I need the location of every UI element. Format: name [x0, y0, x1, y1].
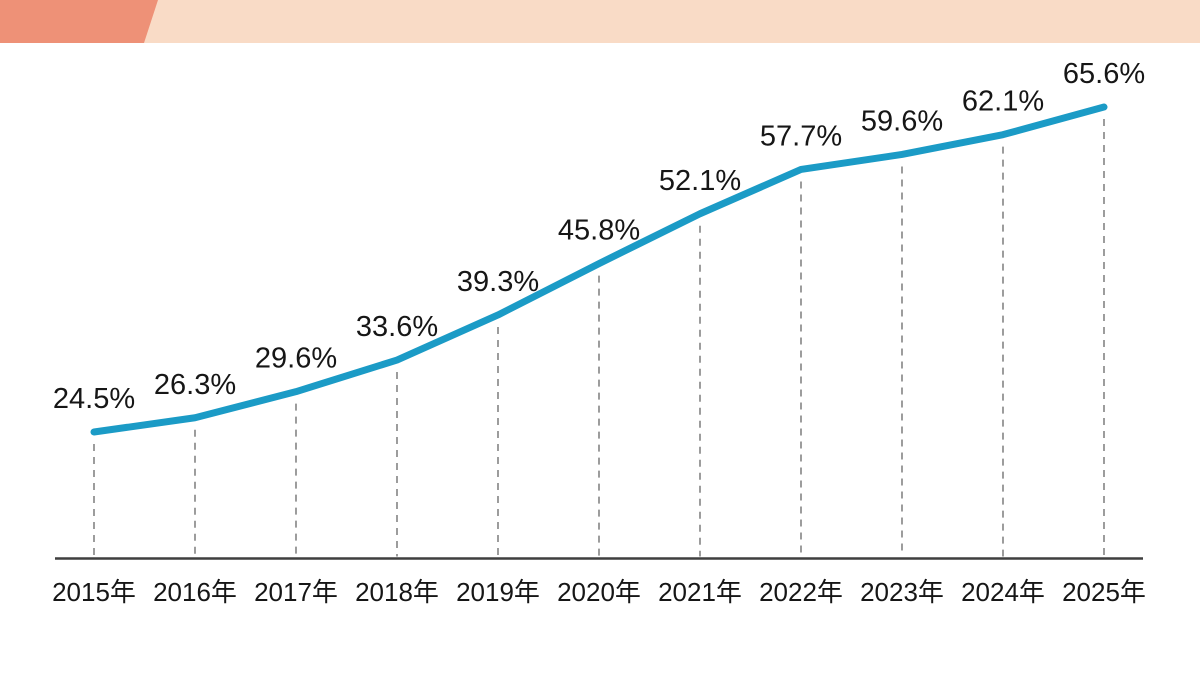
- x-axis-tick-label: 2018年: [355, 577, 439, 607]
- x-axis-tick-label: 2023年: [860, 577, 944, 607]
- point-value-label: 24.5%: [53, 383, 135, 415]
- point-value-label: 62.1%: [962, 86, 1044, 118]
- decorative-header-band: [0, 0, 1200, 43]
- point-value-label: 26.3%: [154, 369, 236, 401]
- x-axis-tick-label: 2021年: [658, 577, 742, 607]
- point-value-label: 33.6%: [356, 311, 438, 343]
- x-axis-tick-label: 2025年: [1062, 577, 1146, 607]
- x-axis-tick-label: 2015年: [52, 577, 136, 607]
- point-value-label: 29.6%: [255, 343, 337, 375]
- point-value-label: 45.8%: [558, 215, 640, 247]
- point-value-label: 65.6%: [1063, 58, 1145, 90]
- header-band-light-shape: [0, 0, 1200, 43]
- x-axis-tick-label: 2017年: [254, 577, 338, 607]
- x-axis-tick-label: 2019年: [456, 577, 540, 607]
- point-value-label: 39.3%: [457, 266, 539, 298]
- trend-line: [90, 103, 1108, 436]
- x-axis-tick-label: 2022年: [759, 577, 843, 607]
- x-axis-tick-label: 2024年: [961, 577, 1045, 607]
- x-axis-tick-label: 2016年: [153, 577, 237, 607]
- point-value-label: 52.1%: [659, 165, 741, 197]
- header-band-dark-shape: [0, 0, 158, 43]
- point-value-label: 57.7%: [760, 120, 842, 152]
- point-value-label: 59.6%: [861, 105, 943, 137]
- x-axis-tick-label: 2020年: [557, 577, 641, 607]
